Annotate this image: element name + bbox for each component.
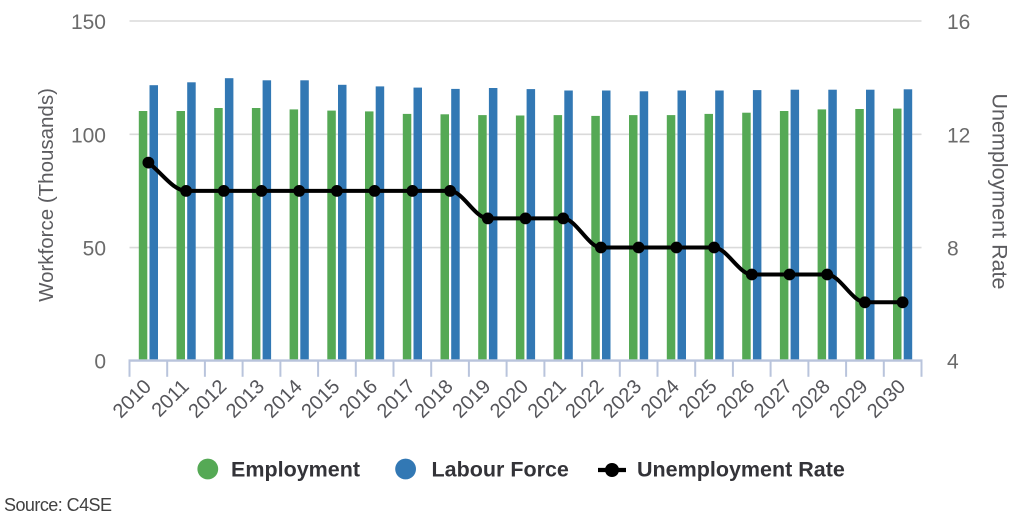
svg-text:50: 50: [83, 238, 106, 261]
svg-text:Workforce (Thousands): Workforce (Thousands): [35, 88, 58, 302]
svg-text:4: 4: [947, 351, 959, 374]
svg-text:100: 100: [71, 124, 106, 147]
svg-text:16: 16: [947, 11, 970, 34]
svg-text:Labour Force: Labour Force: [432, 458, 569, 482]
svg-text:0: 0: [94, 351, 106, 374]
svg-text:Source: C4SE: Source: C4SE: [4, 495, 112, 514]
svg-text:Unemployment Rate: Unemployment Rate: [637, 458, 845, 482]
svg-text:Employment: Employment: [231, 458, 360, 482]
svg-text:12: 12: [947, 124, 970, 147]
svg-text:8: 8: [947, 238, 959, 261]
svg-text:150: 150: [71, 11, 106, 34]
svg-text:Unemployment Rate: Unemployment Rate: [988, 94, 1012, 290]
